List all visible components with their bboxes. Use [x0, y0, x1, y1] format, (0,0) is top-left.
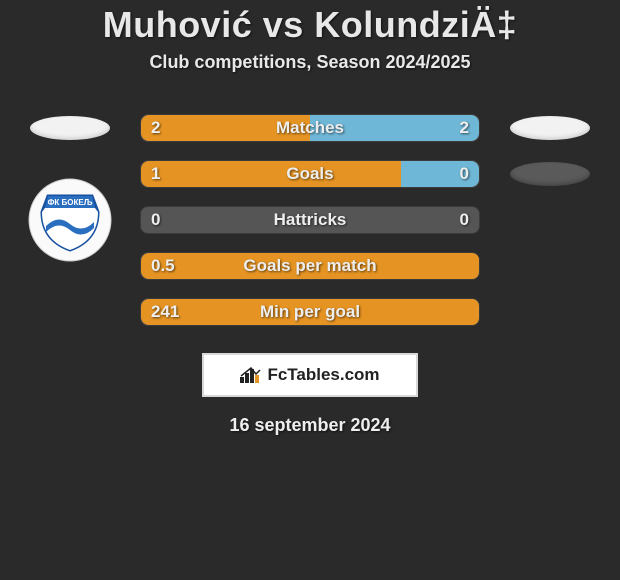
snapshot-date: 16 september 2024 [0, 415, 620, 436]
page-title: Muhović vs KolundziÄ‡ [0, 4, 620, 46]
stat-label: Goals per match [141, 253, 479, 279]
fctables-attribution[interactable]: FcTables.com [202, 353, 418, 397]
left-badge-slot [20, 113, 120, 143]
stat-row: 2Matches2 [0, 105, 620, 151]
stat-label: Matches [141, 115, 479, 141]
stat-right-value: 2 [460, 115, 469, 141]
right-badge-slot [500, 251, 600, 281]
stat-bar: 2Matches2 [140, 114, 480, 142]
placeholder-oval [30, 116, 110, 140]
stat-right-value: 0 [460, 161, 469, 187]
stat-bar: 241Min per goal [140, 298, 480, 326]
stat-label: Hattricks [141, 207, 479, 233]
placeholder-oval [510, 116, 590, 140]
stat-label: Goals [141, 161, 479, 187]
fctables-label: FcTables.com [267, 365, 379, 385]
stat-bar: 1Goals0 [140, 160, 480, 188]
stat-right-value: 0 [460, 207, 469, 233]
placeholder-oval [510, 162, 590, 186]
stat-bar: 0Hattricks0 [140, 206, 480, 234]
comparison-widget: Muhović vs KolundziÄ‡ Club competitions,… [0, 0, 620, 436]
svg-text:ФК БОКЕЉ: ФК БОКЕЉ [48, 198, 93, 207]
subtitle: Club competitions, Season 2024/2025 [0, 52, 620, 73]
right-badge-slot [500, 297, 600, 327]
right-badge-slot [500, 205, 600, 235]
right-badge-slot [500, 159, 600, 189]
stat-bar: 0.5Goals per match [140, 252, 480, 280]
left-badge-slot [20, 297, 120, 327]
stat-label: Min per goal [141, 299, 479, 325]
stat-row: 241Min per goal [0, 289, 620, 335]
club-crest-left: ФК БОКЕЉ [28, 178, 112, 262]
bar-chart-icon [240, 367, 262, 383]
right-badge-slot [500, 113, 600, 143]
